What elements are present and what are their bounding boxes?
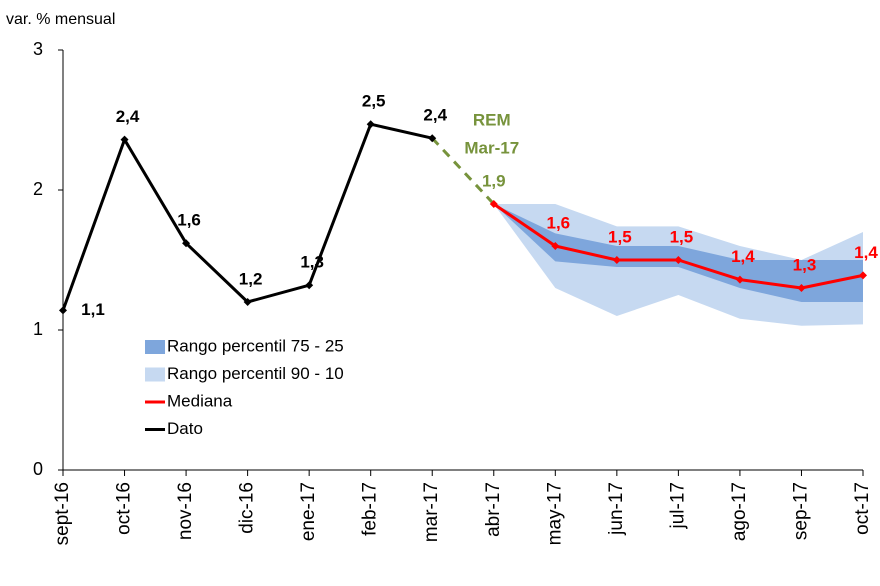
data-label: 1,9 bbox=[482, 171, 506, 190]
x-tick-label: ene-17 bbox=[298, 482, 319, 541]
marker bbox=[120, 135, 129, 144]
data-label: 2,4 bbox=[423, 106, 447, 125]
data-label: 2,4 bbox=[116, 107, 140, 126]
marker bbox=[243, 298, 252, 306]
marker bbox=[797, 284, 806, 292]
y-tick-label: 0 bbox=[33, 459, 43, 479]
x-tick-label: oct-16 bbox=[114, 482, 135, 535]
marker bbox=[428, 134, 437, 143]
legend-label: Mediana bbox=[167, 391, 233, 410]
data-label: 1,2 bbox=[239, 269, 263, 288]
x-tick-label: jul-17 bbox=[667, 482, 688, 529]
legend-label: Dato bbox=[167, 419, 203, 438]
legend-swatch bbox=[145, 367, 165, 382]
x-tick-label: may-17 bbox=[544, 482, 565, 545]
y-axis-label: var. % mensual bbox=[6, 11, 115, 28]
x-tick-label: jun-17 bbox=[606, 482, 627, 536]
data-label: 1,3 bbox=[793, 255, 817, 274]
y-tick-label: 3 bbox=[33, 39, 43, 59]
legend-swatch bbox=[145, 340, 165, 354]
x-tick-label: feb-17 bbox=[360, 482, 381, 536]
marker bbox=[366, 120, 375, 129]
x-tick-label: ago-17 bbox=[729, 482, 750, 541]
data-label: 1,4 bbox=[854, 243, 878, 262]
data-label: 1,6 bbox=[546, 213, 570, 232]
data-label: 1,6 bbox=[177, 211, 201, 230]
data-label: 1,4 bbox=[731, 247, 755, 266]
x-tick-label: sept-16 bbox=[52, 482, 73, 545]
x-tick-label: oct-17 bbox=[852, 482, 873, 535]
marker bbox=[182, 239, 191, 248]
marker bbox=[859, 271, 867, 280]
marker bbox=[489, 200, 498, 208]
y-tick-label: 1 bbox=[33, 319, 43, 339]
data-label: 1,5 bbox=[608, 227, 632, 246]
annotation: Mar-17 bbox=[464, 138, 519, 157]
x-tick-label: nov-16 bbox=[175, 482, 196, 540]
y-tick-label: 2 bbox=[33, 179, 43, 199]
x-tick-label: abr-17 bbox=[483, 482, 504, 537]
x-tick-label: sep-17 bbox=[790, 482, 811, 540]
legend-label: Rango percentil 90 - 10 bbox=[167, 364, 344, 383]
band bbox=[493, 204, 863, 302]
marker bbox=[735, 275, 744, 284]
marker bbox=[612, 256, 621, 264]
data-label: 1,1 bbox=[81, 300, 105, 319]
data-label: 1,3 bbox=[300, 253, 324, 272]
data-label: 1,5 bbox=[670, 227, 694, 246]
x-tick-label: mar-17 bbox=[421, 482, 442, 542]
legend-label: Rango percentil 75 - 25 bbox=[167, 336, 344, 355]
annotation: REM bbox=[473, 110, 511, 129]
marker bbox=[551, 242, 560, 250]
x-tick-label: dic-16 bbox=[237, 482, 258, 534]
marker bbox=[674, 256, 683, 264]
data-label: 2,5 bbox=[362, 92, 386, 111]
marker bbox=[59, 306, 67, 315]
marker bbox=[305, 281, 314, 290]
